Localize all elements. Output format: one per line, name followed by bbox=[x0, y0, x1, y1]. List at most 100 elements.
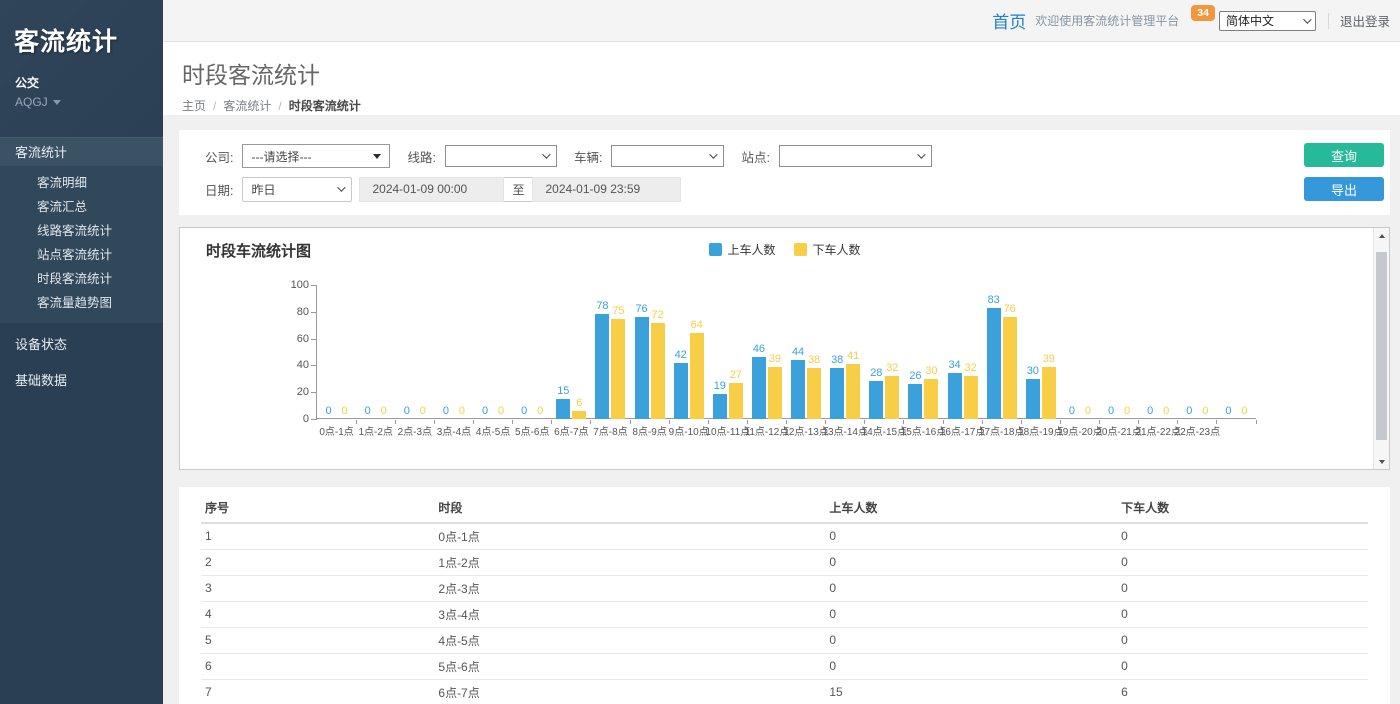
station-select[interactable] bbox=[778, 145, 932, 167]
legend-item[interactable]: 上车人数 bbox=[708, 241, 776, 258]
query-button[interactable]: 查询 bbox=[1304, 143, 1384, 167]
chart-category: 0 0 22点-23点 bbox=[1175, 285, 1221, 438]
sidebar-item-base-data[interactable]: 基础数据 bbox=[15, 373, 68, 388]
table-cell: 0 bbox=[825, 601, 1118, 628]
line-select[interactable] bbox=[444, 145, 557, 167]
bar-下车人数[interactable]: 6 bbox=[572, 397, 587, 419]
bar-上车人数[interactable]: 42 bbox=[673, 349, 688, 419]
bar-上车人数[interactable]: 34 bbox=[947, 359, 962, 419]
sidebar-subitem[interactable]: 站点客流统计 bbox=[37, 248, 113, 262]
company-select[interactable]: ---请选择--- bbox=[242, 144, 391, 168]
y-axis-tick bbox=[311, 285, 317, 286]
date-start-input[interactable]: 2024-01-09 00:00 bbox=[359, 176, 505, 202]
chart-category: 46 39 11点-12点 bbox=[745, 285, 790, 438]
bar-下车人数[interactable]: 39 bbox=[1041, 353, 1056, 419]
sidebar-subitem[interactable]: 线路客流统计 bbox=[37, 224, 113, 238]
bar-下车人数[interactable]: 30 bbox=[924, 365, 939, 419]
sidebar-subitem[interactable]: 客流明细 bbox=[37, 176, 88, 190]
org-code-dropdown[interactable]: AQGJ bbox=[0, 91, 163, 109]
submenu: 客流明细客流汇总线路客流统计 站点客流统计 时段客流统计 客流量趋势图 bbox=[0, 166, 163, 323]
bar-下车人数[interactable]: 41 bbox=[846, 350, 861, 419]
bar-value-label: 0 bbox=[1108, 405, 1115, 417]
side-menu: 客流统计 客流明细客流汇总线路客流统计 站点客流统计 时段客流统计 客流量趋势图 设备… bbox=[0, 137, 163, 395]
bar-下车人数[interactable]: 72 bbox=[650, 309, 665, 419]
language-select[interactable]: 简体中文 bbox=[1218, 10, 1316, 31]
sidebar: 客流统计 公交 AQGJ 客流统计 客流明细 客流汇总 线路客流统计 站点客流统计 时段… bbox=[0, 0, 163, 704]
bar-上车人数[interactable]: 76 bbox=[634, 303, 649, 419]
table-cell: 2 bbox=[201, 549, 435, 576]
chart-category: 0 0 3点-4点 bbox=[434, 285, 475, 438]
bar-下车人数[interactable]: 39 bbox=[767, 353, 782, 419]
bar-value-label: 83 bbox=[987, 293, 1000, 306]
bar-下车人数[interactable]: 75 bbox=[611, 305, 626, 419]
table-row: 6 5点-6点 0 0 bbox=[201, 653, 1368, 680]
y-axis-tick bbox=[311, 392, 317, 394]
bar-value-label: 41 bbox=[847, 350, 860, 363]
table-cell: 5 bbox=[201, 627, 435, 654]
bar-value-label: 0 bbox=[325, 405, 332, 417]
chart-category: 26 30 15点-16点 bbox=[901, 285, 947, 438]
bar-value-label: 46 bbox=[752, 343, 766, 356]
bar-value-label: 38 bbox=[831, 354, 844, 367]
bar-下车人数[interactable]: 38 bbox=[807, 354, 822, 419]
bar-上车人数[interactable]: 30 bbox=[1025, 365, 1040, 419]
y-axis-tick bbox=[311, 419, 317, 420]
bar-value-label: 28 bbox=[870, 367, 883, 380]
sidebar-subitem[interactable]: 时段客流统计 bbox=[37, 272, 113, 286]
logout-link[interactable]: 退出登录 bbox=[1339, 15, 1390, 29]
table-row: 3 2点-3点 0 0 bbox=[201, 575, 1368, 602]
chevron-down-icon bbox=[709, 150, 719, 159]
notification-badge[interactable]: 34 bbox=[1191, 5, 1215, 21]
sidebar-item-device-status[interactable]: 设备状态 bbox=[15, 337, 68, 352]
x-axis-tick-label: 16点-17点 bbox=[939, 427, 986, 438]
legend-label: 上车人数 bbox=[727, 243, 776, 257]
y-axis-tick-label: 60 bbox=[296, 332, 309, 345]
date-end-input[interactable]: 2024-01-09 23:59 bbox=[532, 176, 682, 202]
table-cell: 0 bbox=[1117, 575, 1368, 602]
bar-上车人数[interactable]: 38 bbox=[830, 354, 845, 419]
export-button[interactable]: 导出 bbox=[1304, 177, 1384, 201]
bar-上车人数[interactable]: 83 bbox=[986, 294, 1001, 419]
bar-下车人数[interactable]: 32 bbox=[963, 362, 978, 419]
line-label: 线路: bbox=[407, 150, 436, 165]
legend-item[interactable]: 下车人数 bbox=[793, 241, 861, 258]
bar-value-label: 6 bbox=[576, 396, 583, 409]
col-header-alighting: 下车人数 bbox=[1117, 493, 1368, 524]
filter-row-1: 公司: ---请选择--- 线路: 车辆: 站点: bbox=[205, 143, 1390, 169]
table-cell: 1 bbox=[201, 523, 435, 550]
bar-上车人数[interactable]: 19 bbox=[712, 380, 727, 419]
x-axis-tick-label: 17点-18点 bbox=[978, 427, 1025, 438]
bar-上车人数[interactable]: 15 bbox=[556, 385, 571, 419]
table-cell: 0点-1点 bbox=[434, 523, 826, 550]
bar-上车人数[interactable]: 44 bbox=[791, 346, 806, 419]
bar-value-label: 32 bbox=[886, 362, 899, 375]
table-row: 1 0点-1点 0 0 bbox=[201, 523, 1368, 550]
bar-下车人数[interactable]: 76 bbox=[1002, 303, 1017, 419]
scroll-up-arrow[interactable] bbox=[1374, 228, 1389, 243]
table-cell: 0 bbox=[825, 575, 1118, 602]
chart-category: 28 32 14点-15点 bbox=[862, 285, 908, 438]
x-axis-tick-label: 11点-12点 bbox=[744, 427, 790, 438]
home-link[interactable]: 首页 bbox=[992, 13, 1027, 32]
bar-上车人数[interactable]: 78 bbox=[595, 300, 610, 419]
sidebar-item-passenger-stats[interactable]: 客流统计 bbox=[0, 137, 163, 166]
breadcrumb-home[interactable]: 主页 bbox=[182, 99, 207, 113]
vehicle-select[interactable] bbox=[611, 145, 725, 167]
table-cell: 3点-4点 bbox=[434, 601, 826, 628]
date-label: 日期: bbox=[205, 183, 234, 198]
bar-下车人数[interactable]: 27 bbox=[728, 369, 743, 419]
vertical-scrollbar[interactable] bbox=[1373, 228, 1389, 469]
scroll-down-arrow[interactable] bbox=[1374, 454, 1389, 469]
bar-上车人数[interactable]: 28 bbox=[869, 367, 884, 419]
bar-下车人数[interactable]: 64 bbox=[689, 319, 704, 419]
sidebar-subitem[interactable]: 客流量趋势图 bbox=[37, 296, 113, 310]
bar-上车人数[interactable]: 46 bbox=[751, 343, 766, 419]
bar-下车人数[interactable]: 32 bbox=[885, 362, 900, 419]
date-preset-select[interactable]: 昨日 bbox=[242, 176, 353, 202]
x-axis-tick-label: 21点-22点 bbox=[1135, 427, 1181, 438]
x-axis-tick-label: 22点-23点 bbox=[1174, 427, 1221, 438]
scrollbar-thumb[interactable] bbox=[1376, 252, 1387, 440]
bar-上车人数[interactable]: 26 bbox=[908, 370, 923, 419]
breadcrumb-passenger-stats[interactable]: 客流统计 bbox=[223, 99, 272, 113]
sidebar-subitem[interactable]: 客流汇总 bbox=[37, 200, 88, 214]
